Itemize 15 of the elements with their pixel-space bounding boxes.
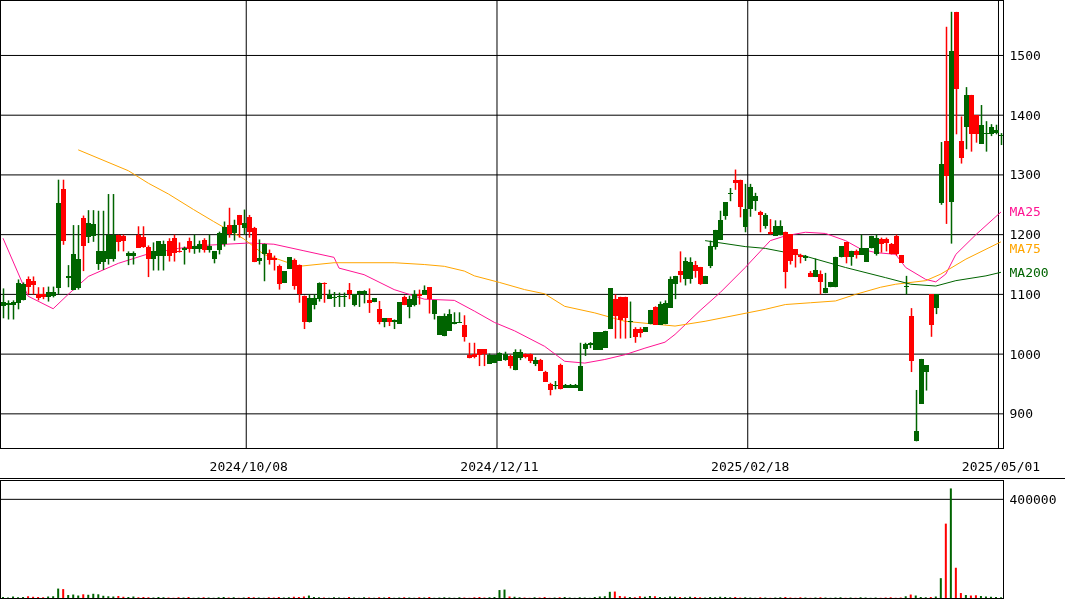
x-tick-label: 2025/05/01 [961, 458, 1041, 474]
x-tick-label: 2024/12/11 [460, 458, 539, 474]
y-tick-label: 1500 [1009, 47, 1041, 63]
y-tick-label: 1200 [1009, 227, 1041, 243]
y-tick-label: 1400 [1009, 107, 1041, 123]
y-tick-label: 1300 [1009, 167, 1041, 183]
y-tick-label: 1000 [1009, 346, 1041, 362]
y-tick-label: 400000 [1009, 491, 1057, 507]
series-label: MA200 [1009, 264, 1049, 280]
x-tick-label: 2025/02/18 [711, 458, 790, 474]
y-tick-label: 900 [1009, 406, 1033, 422]
series-label: MA25 [1009, 204, 1041, 220]
series-label: MA75 [1009, 241, 1041, 257]
x-tick-label: 2024/10/08 [209, 458, 288, 474]
y-tick-label: 1100 [1009, 286, 1041, 302]
